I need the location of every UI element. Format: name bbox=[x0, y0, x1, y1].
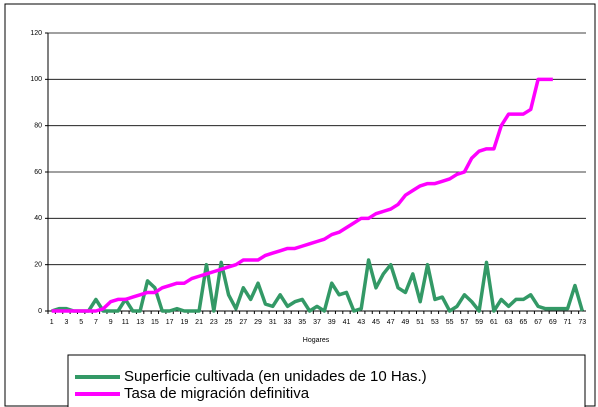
x-tick-label: 37 bbox=[313, 319, 321, 326]
y-tick-label: 0 bbox=[38, 308, 42, 315]
x-tick-label: 23 bbox=[210, 319, 218, 326]
legend-label: Superficie cultivada (en unidades de 10 … bbox=[124, 368, 427, 385]
x-tick-label: 33 bbox=[284, 319, 292, 326]
x-tick-label: 55 bbox=[446, 319, 454, 326]
x-tick-label: 59 bbox=[475, 319, 483, 326]
x-tick-label: 15 bbox=[151, 319, 159, 326]
x-tick-label: 49 bbox=[402, 319, 410, 326]
y-tick-label: 40 bbox=[34, 215, 42, 222]
y-tick-label: 120 bbox=[30, 30, 42, 37]
x-tick-label: 21 bbox=[195, 319, 203, 326]
x-tick-label: 45 bbox=[372, 319, 380, 326]
x-tick-label: 47 bbox=[387, 319, 395, 326]
legend-label: Tasa de migración definitiva bbox=[124, 385, 310, 402]
y-tick-label: 20 bbox=[34, 262, 42, 269]
y-tick-label: 60 bbox=[34, 169, 42, 176]
x-tick-label: 57 bbox=[460, 319, 468, 326]
x-tick-label: 41 bbox=[343, 319, 351, 326]
chart-frame bbox=[4, 3, 596, 407]
x-tick-label: 9 bbox=[109, 319, 113, 326]
x-tick-label: 65 bbox=[519, 319, 527, 326]
x-tick-label: 39 bbox=[328, 319, 336, 326]
x-tick-label: 31 bbox=[269, 319, 277, 326]
x-tick-label: 11 bbox=[122, 319, 129, 326]
x-tick-label: 13 bbox=[136, 319, 144, 326]
x-tick-label: 3 bbox=[64, 319, 68, 326]
x-tick-label: 27 bbox=[239, 319, 247, 326]
x-tick-label: 67 bbox=[534, 319, 542, 326]
x-tick-label: 35 bbox=[298, 319, 306, 326]
x-tick-label: 43 bbox=[357, 319, 365, 326]
x-tick-label: 1 bbox=[50, 319, 54, 326]
x-tick-label: 5 bbox=[79, 319, 83, 326]
x-tick-label: 7 bbox=[94, 319, 98, 326]
x-tick-label: 71 bbox=[564, 319, 572, 326]
y-tick-label: 100 bbox=[30, 76, 42, 83]
x-tick-label: 69 bbox=[549, 319, 557, 326]
x-tick-label: 61 bbox=[490, 319, 498, 326]
series-line bbox=[51, 258, 585, 313]
x-tick-label: 73 bbox=[578, 319, 586, 326]
series-line bbox=[51, 77, 553, 313]
x-tick-label: 19 bbox=[180, 319, 188, 326]
x-tick-label: 17 bbox=[166, 319, 174, 326]
x-tick-label: 25 bbox=[225, 319, 233, 326]
x-tick-label: 53 bbox=[431, 319, 439, 326]
x-axis-label: Hogares bbox=[303, 337, 330, 344]
legend-box bbox=[67, 354, 586, 407]
x-tick-label: 29 bbox=[254, 319, 262, 326]
x-tick-label: 51 bbox=[416, 319, 424, 326]
x-tick-label: 63 bbox=[505, 319, 513, 326]
y-tick-label: 80 bbox=[34, 123, 42, 130]
